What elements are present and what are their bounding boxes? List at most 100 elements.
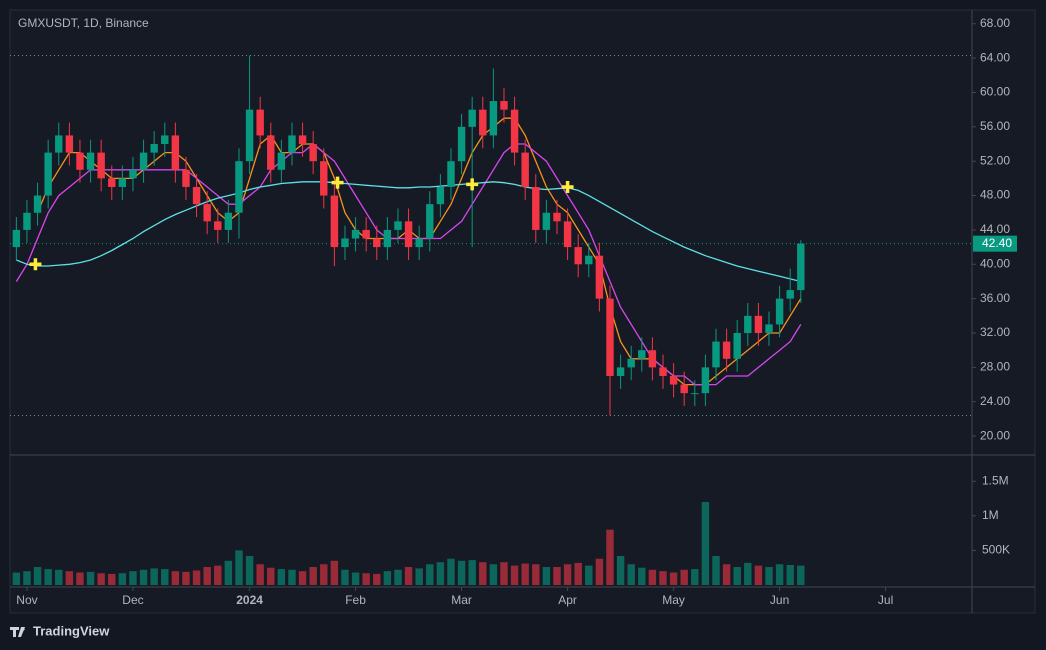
volume-bar (394, 569, 402, 585)
candle-body (76, 152, 84, 170)
volume-bar (288, 569, 296, 585)
volume-tick-label: 1M (982, 508, 999, 522)
candle-body (182, 169, 190, 187)
candle-body (383, 229, 392, 248)
volume-bar (574, 562, 582, 585)
volume-bar (447, 558, 455, 585)
x-tick-label: 2024 (236, 593, 263, 607)
volume-bar (139, 569, 148, 585)
candle-body (129, 169, 137, 179)
candle-body (23, 212, 31, 230)
candle-body (733, 333, 741, 359)
candle-body (12, 229, 21, 248)
candle-body (320, 161, 328, 196)
candle-body (765, 324, 773, 334)
volume-bar (33, 567, 42, 585)
candle-body (139, 152, 148, 170)
candle-body (669, 375, 678, 385)
candle-body (585, 255, 593, 265)
candle-body (203, 204, 211, 222)
chart-frame (9, 9, 1036, 614)
candle-body (595, 255, 604, 299)
candle-body (648, 350, 657, 368)
candle-body (489, 101, 498, 136)
volume-bar (468, 560, 476, 585)
candle-body (65, 135, 74, 153)
candle-body (627, 358, 635, 368)
volume-bar (532, 564, 540, 585)
candle-body (701, 367, 710, 394)
y-tick-label: 56.00 (980, 119, 1010, 133)
volume-bar (76, 572, 84, 585)
x-tick-label: Mar (451, 593, 472, 607)
volume-bar (521, 563, 529, 585)
volume-bar (118, 573, 127, 585)
x-tick-label: Nov (16, 593, 37, 607)
x-tick-label: Dec (122, 593, 143, 607)
volume-bar (553, 567, 561, 585)
volume-bar (415, 568, 423, 585)
y-tick-label: 52.00 (980, 153, 1010, 167)
candle-body (44, 152, 52, 196)
volume-bar (86, 571, 95, 585)
candle-body (563, 221, 572, 248)
candle-body (510, 109, 519, 153)
candle-body (691, 393, 699, 395)
candle-body (744, 315, 752, 334)
candle-body (521, 152, 529, 187)
candle-body (457, 126, 466, 162)
volume-bar (55, 569, 63, 585)
candle-body (351, 229, 360, 239)
volume-tick-label: 500K (982, 543, 1010, 557)
candle-body (712, 341, 720, 368)
y-tick-label: 48.00 (980, 188, 1010, 202)
volume-bar (309, 567, 317, 585)
moving-average-line (16, 181, 801, 283)
y-tick-label: 36.00 (980, 291, 1010, 305)
volume-bar (426, 564, 434, 585)
y-tick-label: 60.00 (980, 85, 1010, 99)
volume-bar (320, 564, 328, 585)
x-tick-label: Feb (345, 593, 366, 607)
candle-body (277, 152, 286, 170)
y-tick-label: 32.00 (980, 325, 1010, 339)
volume-bar (479, 562, 487, 585)
volume-bar (436, 562, 445, 585)
volume-bar (341, 569, 349, 585)
y-tick-label: 68.00 (980, 16, 1010, 30)
volume-bar (627, 564, 635, 585)
volume-bar (298, 571, 307, 585)
candle-body (86, 152, 95, 170)
volume-bar (383, 571, 392, 585)
volume-bar (373, 573, 381, 585)
y-tick-label: 20.00 (980, 428, 1010, 442)
volume-bar (510, 565, 519, 585)
candle-body (161, 135, 169, 145)
candle-body (341, 238, 349, 248)
candle-body (214, 221, 222, 230)
candle-body (404, 221, 413, 248)
candle-body (97, 152, 105, 179)
candle-body (775, 298, 784, 325)
candle-body (256, 109, 264, 136)
candle-body (108, 178, 116, 187)
cross-marker (331, 176, 344, 189)
candle-body (426, 204, 434, 239)
volume-bar (500, 562, 508, 585)
volume-bar (659, 571, 667, 585)
volume-bar (542, 567, 551, 585)
volume-bar (775, 564, 784, 585)
volume-bar (744, 562, 752, 585)
volume-bar (691, 569, 699, 585)
candle-body (786, 290, 794, 299)
candle-body (468, 109, 476, 127)
volume-bar (44, 569, 52, 585)
volume-bar (733, 567, 741, 585)
volume-bar (277, 569, 286, 585)
candle-body (616, 367, 625, 376)
volume-bar (616, 555, 625, 585)
volume-bar (129, 571, 137, 585)
volume-bar (161, 569, 169, 585)
candle-body (500, 101, 508, 110)
